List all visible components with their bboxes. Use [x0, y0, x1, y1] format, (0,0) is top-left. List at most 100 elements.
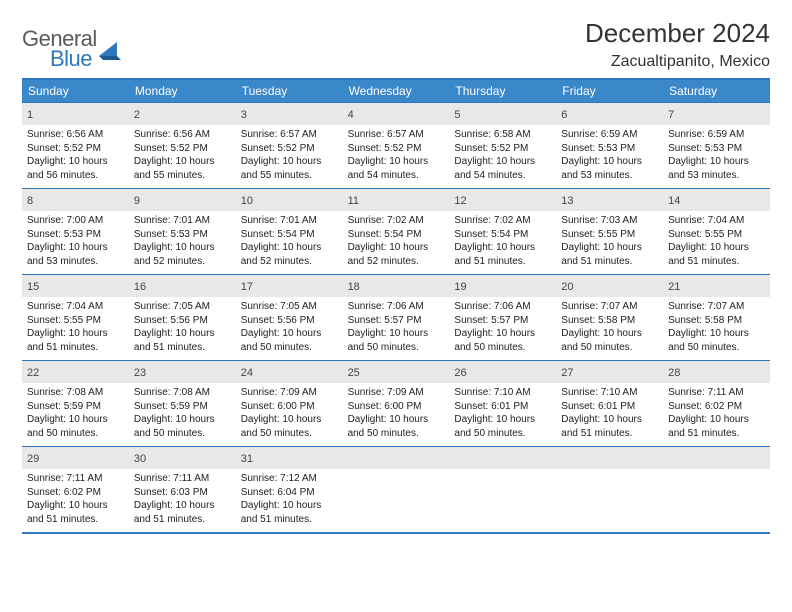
- sunset-text: Sunset: 5:53 PM: [134, 228, 231, 242]
- sunset-text: Sunset: 6:00 PM: [348, 400, 445, 414]
- sunset-text: Sunset: 5:54 PM: [241, 228, 338, 242]
- day-number-bar: 6: [556, 103, 663, 125]
- sunset-text: Sunset: 5:55 PM: [561, 228, 658, 242]
- calendar-day-cell: 9 Sunrise: 7:01 AMSunset: 5:53 PMDaylight…: [129, 189, 236, 274]
- day-number-bar: 4: [343, 103, 450, 125]
- daylight-text-1: Daylight: 10 hours: [134, 241, 231, 255]
- day-number: 8: [27, 195, 33, 207]
- calendar-day-cell: 5Sunrise: 6:58 AMSunset: 5:52 PMDaylight…: [449, 103, 556, 188]
- day-number-bar: 9: [129, 189, 236, 211]
- sunset-text: Sunset: 5:52 PM: [27, 142, 124, 156]
- day-number-bar: 3: [236, 103, 343, 125]
- sunrise-text: Sunrise: 7:12 AM: [241, 472, 338, 486]
- weekday-header: Tuesday: [236, 80, 343, 102]
- month-title: December 2024: [585, 18, 770, 49]
- sunrise-text: Sunrise: 7:06 AM: [454, 300, 551, 314]
- sunrise-text: Sunrise: 6:57 AM: [348, 128, 445, 142]
- day-number: 2: [134, 109, 140, 121]
- brand-triangle-icon: [99, 42, 121, 60]
- sunrise-text: Sunrise: 7:02 AM: [454, 214, 551, 228]
- calendar-day-cell: 28Sunrise: 7:11 AMSunset: 6:02 PMDayligh…: [663, 361, 770, 446]
- daylight-text-1: Daylight: 10 hours: [454, 327, 551, 341]
- day-number-bar: 25: [343, 361, 450, 383]
- day-number: 22: [27, 367, 39, 379]
- calendar-day-cell: 1Sunrise: 6:56 AMSunset: 5:52 PMDaylight…: [22, 103, 129, 188]
- day-number-bar: 28: [663, 361, 770, 383]
- sunrise-text: Sunrise: 7:10 AM: [454, 386, 551, 400]
- daylight-text-2: and 51 minutes.: [241, 513, 338, 527]
- day-number: 17: [241, 281, 253, 293]
- sunrise-text: Sunrise: 7:01 AM: [134, 214, 231, 228]
- day-number: 20: [561, 281, 573, 293]
- day-number: 23: [134, 367, 146, 379]
- day-number-bar: [663, 447, 770, 469]
- sunrise-text: Sunrise: 6:56 AM: [134, 128, 231, 142]
- daylight-text-2: and 55 minutes.: [241, 169, 338, 183]
- sunset-text: Sunset: 5:58 PM: [668, 314, 765, 328]
- day-number-bar: 24: [236, 361, 343, 383]
- daylight-text-2: and 53 minutes.: [27, 255, 124, 269]
- brand-word-2: Blue: [50, 46, 97, 72]
- daylight-text-2: and 53 minutes.: [561, 169, 658, 183]
- daylight-text-2: and 53 minutes.: [668, 169, 765, 183]
- calendar-day-cell: 29Sunrise: 7:11 AMSunset: 6:02 PMDayligh…: [22, 447, 129, 532]
- calendar-day-cell: 30Sunrise: 7:11 AMSunset: 6:03 PMDayligh…: [129, 447, 236, 532]
- day-number-bar: 15: [22, 275, 129, 297]
- day-number-bar: 29: [22, 447, 129, 469]
- daylight-text-1: Daylight: 10 hours: [27, 241, 124, 255]
- sunset-text: Sunset: 6:02 PM: [668, 400, 765, 414]
- day-number: 5: [454, 109, 460, 121]
- sunset-text: Sunset: 5:56 PM: [134, 314, 231, 328]
- daylight-text-1: Daylight: 10 hours: [561, 327, 658, 341]
- calendar-day-cell: 21Sunrise: 7:07 AMSunset: 5:58 PMDayligh…: [663, 275, 770, 360]
- daylight-text-1: Daylight: 10 hours: [241, 241, 338, 255]
- day-number-bar: 27: [556, 361, 663, 383]
- daylight-text-1: Daylight: 10 hours: [241, 413, 338, 427]
- calendar-day-cell: 17Sunrise: 7:05 AMSunset: 5:56 PMDayligh…: [236, 275, 343, 360]
- daylight-text-1: Daylight: 10 hours: [241, 499, 338, 513]
- sunset-text: Sunset: 5:55 PM: [668, 228, 765, 242]
- day-number-bar: [556, 447, 663, 469]
- daylight-text-1: Daylight: 10 hours: [27, 499, 124, 513]
- sunset-text: Sunset: 6:03 PM: [134, 486, 231, 500]
- daylight-text-1: Daylight: 10 hours: [348, 155, 445, 169]
- calendar-day-cell: 26Sunrise: 7:10 AMSunset: 6:01 PMDayligh…: [449, 361, 556, 446]
- calendar-day-cell: 16Sunrise: 7:05 AMSunset: 5:56 PMDayligh…: [129, 275, 236, 360]
- daylight-text-2: and 50 minutes.: [454, 341, 551, 355]
- daylight-text-2: and 52 minutes.: [134, 255, 231, 269]
- weekday-header: Sunday: [22, 80, 129, 102]
- sunset-text: Sunset: 6:01 PM: [561, 400, 658, 414]
- daylight-text-2: and 54 minutes.: [348, 169, 445, 183]
- day-number: 9: [134, 195, 140, 207]
- sunset-text: Sunset: 6:02 PM: [27, 486, 124, 500]
- day-number-bar: 26: [449, 361, 556, 383]
- sunrise-text: Sunrise: 7:08 AM: [134, 386, 231, 400]
- sunrise-text: Sunrise: 6:57 AM: [241, 128, 338, 142]
- daylight-text-2: and 52 minutes.: [348, 255, 445, 269]
- calendar-day-cell: 10Sunrise: 7:01 AMSunset: 5:54 PMDayligh…: [236, 189, 343, 274]
- day-number: 7: [668, 109, 674, 121]
- daylight-text-2: and 50 minutes.: [561, 341, 658, 355]
- daylight-text-2: and 50 minutes.: [134, 427, 231, 441]
- sunrise-text: Sunrise: 7:04 AM: [27, 300, 124, 314]
- sunrise-text: Sunrise: 7:09 AM: [348, 386, 445, 400]
- daylight-text-1: Daylight: 10 hours: [348, 327, 445, 341]
- calendar-day-cell: 15Sunrise: 7:04 AMSunset: 5:55 PMDayligh…: [22, 275, 129, 360]
- calendar-day-cell: 20Sunrise: 7:07 AMSunset: 5:58 PMDayligh…: [556, 275, 663, 360]
- day-number: 14: [668, 195, 680, 207]
- location-label: Zacualtipanito, Mexico: [585, 53, 770, 71]
- sunrise-text: Sunrise: 7:11 AM: [668, 386, 765, 400]
- sunrise-text: Sunrise: 7:05 AM: [134, 300, 231, 314]
- daylight-text-2: and 50 minutes.: [348, 427, 445, 441]
- header: General Blue December 2024 Zacualtipanit…: [22, 18, 770, 72]
- day-number: 13: [561, 195, 573, 207]
- sunset-text: Sunset: 6:00 PM: [241, 400, 338, 414]
- calendar-week-row: 8Sunrise: 7:00 AMSunset: 5:53 PMDaylight…: [22, 188, 770, 274]
- daylight-text-1: Daylight: 10 hours: [454, 155, 551, 169]
- calendar-day-cell: 12Sunrise: 7:02 AMSunset: 5:54 PMDayligh…: [449, 189, 556, 274]
- daylight-text-2: and 52 minutes.: [241, 255, 338, 269]
- day-number-bar: 21: [663, 275, 770, 297]
- day-number: 12: [454, 195, 466, 207]
- sunrise-text: Sunrise: 7:07 AM: [668, 300, 765, 314]
- calendar-week-row: 1Sunrise: 6:56 AMSunset: 5:52 PMDaylight…: [22, 102, 770, 188]
